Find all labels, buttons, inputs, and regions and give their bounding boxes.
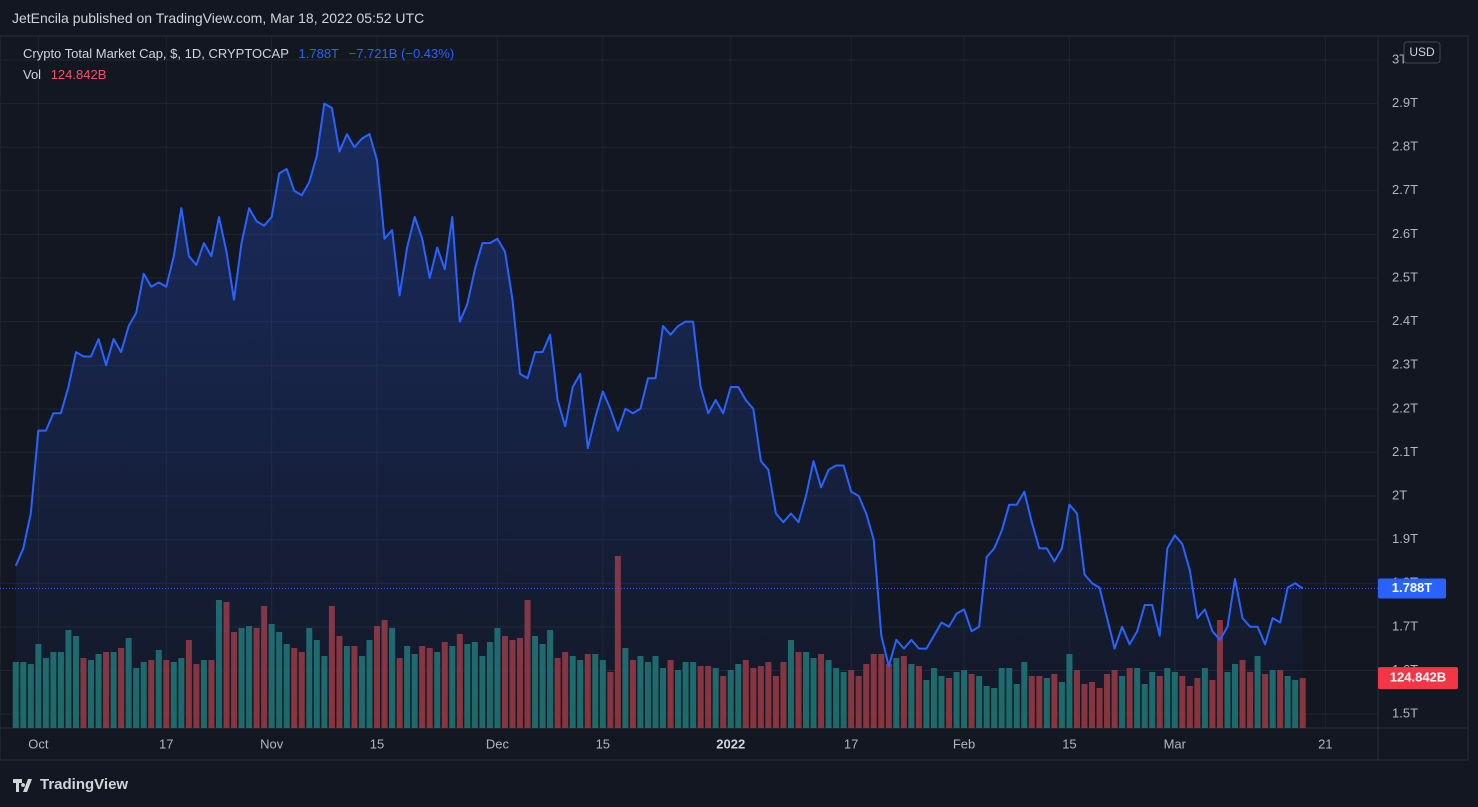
publisher-line: JetEncila published on TradingView.com, … <box>12 10 425 26</box>
x-tick-label: 17 <box>844 736 858 751</box>
y-tick-label: 2T <box>1392 487 1407 502</box>
last-volume-badge <box>1378 667 1458 690</box>
volume-bar <box>1299 678 1306 728</box>
legend-last-value: 1.788T <box>298 46 339 61</box>
legend-change: −7.721B (−0.43%) <box>348 46 455 61</box>
last-volume-label: 124.842B <box>1390 670 1446 685</box>
last-price-badge <box>1378 578 1446 599</box>
x-tick-label: 15 <box>370 736 384 751</box>
x-tick-label: Oct <box>28 736 49 751</box>
volume-bar <box>12 662 19 728</box>
x-tick-label: 21 <box>1318 736 1332 751</box>
x-tick-label: 17 <box>159 736 173 751</box>
x-tick-label: 15 <box>1062 736 1076 751</box>
y-tick-label: 1.5T <box>1392 705 1418 720</box>
legend-price: Crypto Total Market Cap, $, 1D, CRYPTOCA… <box>23 46 460 61</box>
y-tick-label: 3T <box>1392 51 1407 66</box>
y-tick-label: 2.7T <box>1392 182 1418 197</box>
x-tick-label: Nov <box>260 736 284 751</box>
x-tick-label: Mar <box>1164 736 1187 751</box>
x-tick-label: Dec <box>486 736 510 751</box>
last-price-label: 1.788T <box>1392 580 1433 595</box>
price-line <box>14 102 1304 668</box>
footer-brand: TradingView <box>40 776 129 793</box>
y-tick-label: 2.5T <box>1392 269 1418 284</box>
tradingview-logo <box>13 779 32 792</box>
x-tick-label: Feb <box>953 736 975 751</box>
y-tick-label: 2.1T <box>1392 444 1418 459</box>
y-tick-label: 2.2T <box>1392 400 1418 415</box>
y-tick-label: 2.9T <box>1392 95 1418 110</box>
currency-label: USD <box>1409 45 1435 59</box>
y-tick-label: 1.9T <box>1392 531 1418 546</box>
y-tick-label: 2.4T <box>1392 313 1418 328</box>
y-tick-label: 2.3T <box>1392 357 1418 372</box>
legend-volume: Vol 124.842B <box>23 67 112 82</box>
legend-vol-value: 124.842B <box>50 67 107 82</box>
price-area <box>15 103 1303 729</box>
currency-badge[interactable] <box>1403 41 1441 64</box>
x-tick-label: 2022 <box>716 736 745 751</box>
legend-vol-name: Vol <box>23 67 42 82</box>
legend-title: Crypto Total Market Cap, $, 1D, CRYPTOCA… <box>23 46 289 61</box>
y-tick-label: 2.8T <box>1392 139 1418 154</box>
y-tick-label: 1.7T <box>1392 618 1418 633</box>
chart-frame <box>0 35 1469 761</box>
y-tick-label: 2.6T <box>1392 226 1418 241</box>
x-tick-label: 15 <box>596 736 610 751</box>
